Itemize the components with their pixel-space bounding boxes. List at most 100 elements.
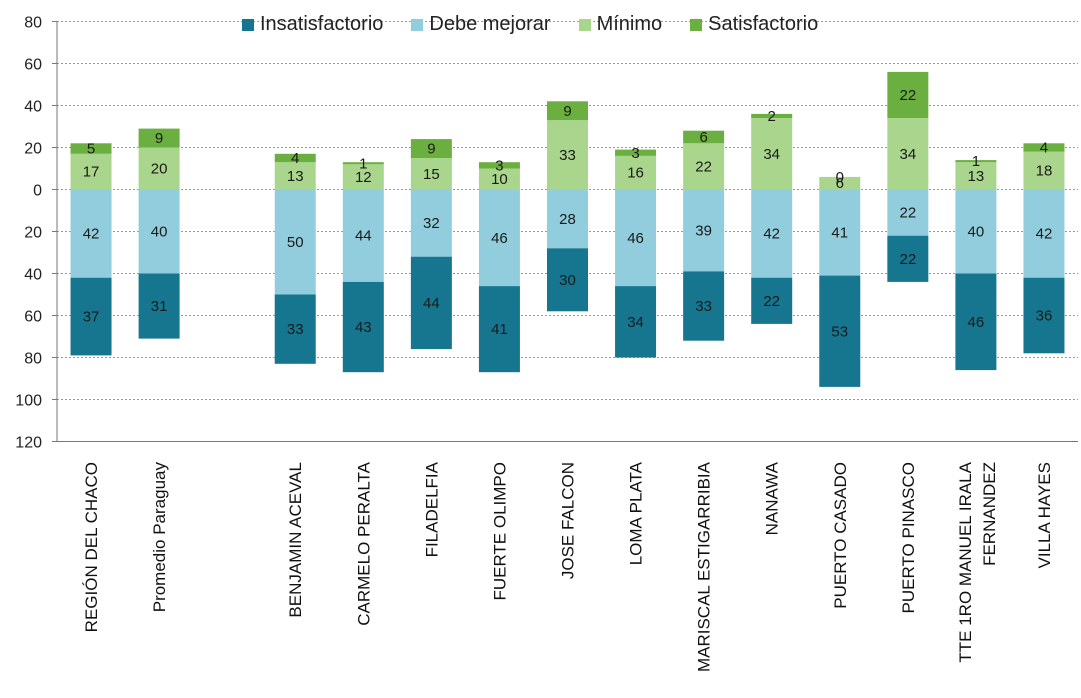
- data-label: 42: [763, 226, 780, 243]
- bar-segment: [751, 277, 793, 324]
- x-tick-label: FUERTE OLIMPO: [490, 462, 509, 601]
- bar-segment: [547, 189, 588, 249]
- bar-segment: [138, 128, 180, 148]
- legend-label: Mínimo: [596, 13, 663, 35]
- bar-segment: [274, 153, 316, 163]
- data-label: 9: [155, 130, 163, 147]
- x-tick-label-line: TTE 1RO MANUEL IRALA: [956, 461, 975, 662]
- data-label: 16: [627, 165, 644, 182]
- bar-segment: [342, 164, 384, 190]
- bar-segment: [547, 120, 588, 190]
- bar-segment: [683, 143, 725, 190]
- bar-segment: [683, 271, 725, 341]
- data-label: 3: [495, 157, 503, 174]
- x-tick-label: PUERTO CASADO: [831, 462, 850, 609]
- bar-segment: [478, 162, 520, 169]
- bar-segment: [478, 286, 520, 373]
- data-label: 46: [968, 314, 985, 331]
- data-label: 5: [87, 141, 95, 158]
- data-label: 31: [151, 298, 168, 315]
- data-label: 12: [355, 169, 372, 186]
- bar-segment: [1023, 143, 1065, 152]
- bar-segment: [478, 168, 520, 190]
- legend-label: Debe mejorar: [429, 13, 551, 35]
- bar-segment: [615, 189, 657, 287]
- legend-label: Satisfactorio: [708, 13, 819, 35]
- data-label: 42: [83, 226, 100, 243]
- y-tick-label: 60: [24, 309, 42, 326]
- y-tick-label: 40: [24, 267, 42, 284]
- bar-segment: [955, 160, 997, 163]
- bar-segment: [342, 281, 384, 373]
- data-label: 40: [968, 224, 985, 241]
- x-tick-label: JOSE FALCON: [559, 462, 578, 579]
- data-label: 22: [899, 251, 916, 268]
- bar-segment: [819, 275, 861, 387]
- data-label: 15: [423, 166, 440, 183]
- bar-segment: [410, 139, 452, 158]
- data-label: 22: [899, 87, 916, 104]
- x-tick-label-line: FERNANDEZ: [980, 462, 999, 566]
- y-tick-label: 40: [24, 99, 42, 116]
- legend-item: Debe mejorar: [411, 13, 551, 36]
- bar-segment: [615, 286, 657, 358]
- data-label: 33: [287, 321, 304, 338]
- bar-segment: [478, 189, 520, 287]
- data-label: 13: [287, 168, 304, 185]
- data-label: 33: [695, 298, 712, 315]
- x-tick-label: REGIÓN DEL CHACO: [82, 462, 101, 632]
- data-label: 4: [1040, 140, 1048, 157]
- legend-item: Insatisfactorio: [242, 13, 383, 36]
- data-label: 4: [291, 150, 299, 167]
- data-label: 20: [151, 161, 168, 178]
- bar-segment: [955, 189, 997, 274]
- bar-segment: [138, 189, 180, 274]
- data-label: 30: [559, 272, 576, 289]
- data-label: 41: [491, 321, 508, 338]
- data-label: 10: [491, 171, 508, 188]
- legend-swatch: [578, 18, 591, 31]
- bar-segment: [342, 162, 384, 165]
- legend-swatch: [242, 18, 254, 31]
- bar-segment: [887, 189, 929, 236]
- bar-segment: [410, 158, 452, 190]
- chart-legend: Insatisfactorio Debe mejorar Mínimo Satisfa…: [242, 13, 818, 36]
- data-label: 13: [968, 168, 985, 185]
- data-label: 6: [836, 175, 844, 192]
- bar-segment: [887, 118, 929, 190]
- data-label: 41: [831, 225, 848, 242]
- x-tick-label: Promedio Paraguay: [150, 462, 169, 613]
- data-label: 32: [423, 215, 440, 232]
- data-label: 43: [355, 319, 372, 336]
- data-label: 53: [831, 323, 848, 340]
- legend-label: Insatisfactorio: [260, 13, 384, 35]
- data-label: 22: [763, 293, 780, 310]
- bar-segment: [342, 189, 384, 282]
- data-label: 22: [899, 205, 916, 222]
- data-label: 1: [972, 153, 980, 170]
- y-tick-label: 80: [24, 15, 42, 32]
- x-tick-label: VILLA HAYES: [1035, 462, 1054, 568]
- bar-segment: [615, 149, 657, 156]
- data-label: 42: [1036, 226, 1053, 243]
- x-tick-label: LOMA PLATA: [627, 461, 646, 565]
- bar-segment: [70, 189, 112, 278]
- data-label: 0: [836, 169, 844, 186]
- data-label: 39: [695, 222, 712, 239]
- legend-item: Mínimo: [578, 13, 663, 36]
- legend-item: Satisfactorio: [690, 13, 818, 36]
- bar-segment: [138, 273, 180, 339]
- bar-segment: [955, 273, 997, 371]
- bar-segment: [615, 155, 657, 190]
- x-tick-label: MARISCAL ESTIGARRIBIA: [695, 461, 714, 672]
- bar-segment: [274, 189, 316, 295]
- data-label: 17: [83, 164, 100, 181]
- y-tick-label: 20: [24, 225, 42, 242]
- bar-segment: [410, 256, 452, 350]
- y-tick-label: 20: [24, 141, 42, 158]
- data-label: 33: [559, 147, 576, 164]
- x-tick-label: CARMELO PERALTA: [354, 461, 373, 625]
- bar-segment: [70, 143, 112, 154]
- bar-segment: [1023, 277, 1065, 354]
- bar-segment: [683, 189, 725, 272]
